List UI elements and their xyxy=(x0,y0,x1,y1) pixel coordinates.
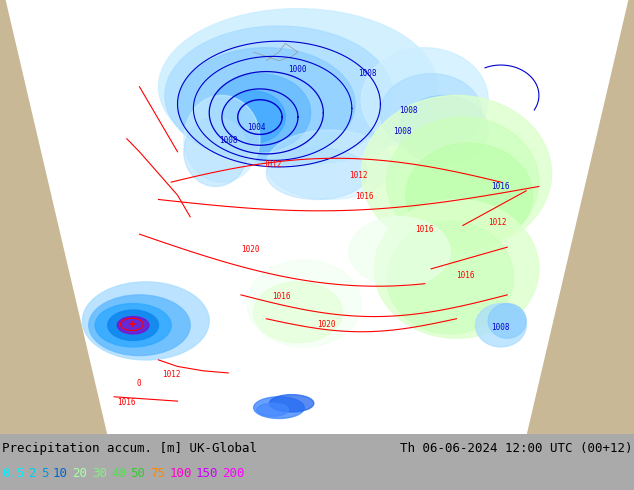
Ellipse shape xyxy=(387,117,539,247)
Ellipse shape xyxy=(257,403,288,416)
Ellipse shape xyxy=(406,143,533,247)
Ellipse shape xyxy=(82,282,209,360)
Ellipse shape xyxy=(387,221,514,334)
Ellipse shape xyxy=(254,397,304,418)
Text: 150: 150 xyxy=(196,467,219,480)
Ellipse shape xyxy=(89,295,190,356)
Text: 1016: 1016 xyxy=(117,398,136,408)
Text: 40: 40 xyxy=(111,467,126,480)
Text: 1020: 1020 xyxy=(241,245,259,253)
Ellipse shape xyxy=(374,199,539,338)
Ellipse shape xyxy=(269,394,314,412)
Polygon shape xyxy=(526,0,634,434)
Text: 1020: 1020 xyxy=(317,320,335,329)
Ellipse shape xyxy=(266,130,393,199)
Text: 1008: 1008 xyxy=(393,127,411,136)
Text: 1016: 1016 xyxy=(491,182,510,191)
Text: 1008: 1008 xyxy=(491,322,510,332)
Ellipse shape xyxy=(488,303,526,338)
Text: 1016: 1016 xyxy=(355,193,373,201)
Ellipse shape xyxy=(178,48,355,160)
Text: 1008: 1008 xyxy=(219,136,237,145)
Text: 30: 30 xyxy=(92,467,107,480)
Ellipse shape xyxy=(361,96,552,251)
Polygon shape xyxy=(6,0,628,434)
Text: Th 06-06-2024 12:00 UTC (00+12): Th 06-06-2024 12:00 UTC (00+12) xyxy=(399,441,632,455)
Ellipse shape xyxy=(247,260,361,347)
Ellipse shape xyxy=(399,96,488,165)
Ellipse shape xyxy=(476,303,526,347)
Text: 1016: 1016 xyxy=(415,225,434,234)
Text: 100: 100 xyxy=(169,467,192,480)
Text: 20: 20 xyxy=(72,467,87,480)
Ellipse shape xyxy=(361,48,488,152)
Ellipse shape xyxy=(380,74,482,152)
Text: 1000: 1000 xyxy=(288,65,307,74)
Text: 1008: 1008 xyxy=(399,106,418,115)
Text: 2: 2 xyxy=(29,467,36,480)
Text: 75: 75 xyxy=(150,467,165,480)
Polygon shape xyxy=(0,0,108,434)
Ellipse shape xyxy=(108,310,158,341)
Text: 1012: 1012 xyxy=(162,370,180,379)
Ellipse shape xyxy=(209,74,311,152)
Ellipse shape xyxy=(117,317,149,334)
Ellipse shape xyxy=(184,96,260,182)
Text: 50: 50 xyxy=(131,467,146,480)
Ellipse shape xyxy=(254,282,342,343)
Ellipse shape xyxy=(165,26,393,165)
Ellipse shape xyxy=(158,9,437,165)
Ellipse shape xyxy=(184,117,247,187)
Text: 1012: 1012 xyxy=(263,160,281,169)
Text: 200: 200 xyxy=(223,467,245,480)
Text: 1012: 1012 xyxy=(349,171,367,180)
Text: 1016: 1016 xyxy=(273,292,291,301)
Text: 0: 0 xyxy=(136,379,141,388)
Text: Precipitation accum. [m] UK-Global: Precipitation accum. [m] UK-Global xyxy=(2,441,257,455)
Text: 10: 10 xyxy=(53,467,68,480)
Ellipse shape xyxy=(266,147,368,199)
Ellipse shape xyxy=(95,303,171,347)
Text: 1004: 1004 xyxy=(247,123,266,132)
Text: 0.5: 0.5 xyxy=(2,467,25,480)
Text: 1012: 1012 xyxy=(488,219,507,227)
Ellipse shape xyxy=(349,217,450,286)
Text: 1016: 1016 xyxy=(456,270,475,279)
Ellipse shape xyxy=(222,91,285,143)
Text: 1008: 1008 xyxy=(358,69,377,78)
Text: 5: 5 xyxy=(41,467,48,480)
